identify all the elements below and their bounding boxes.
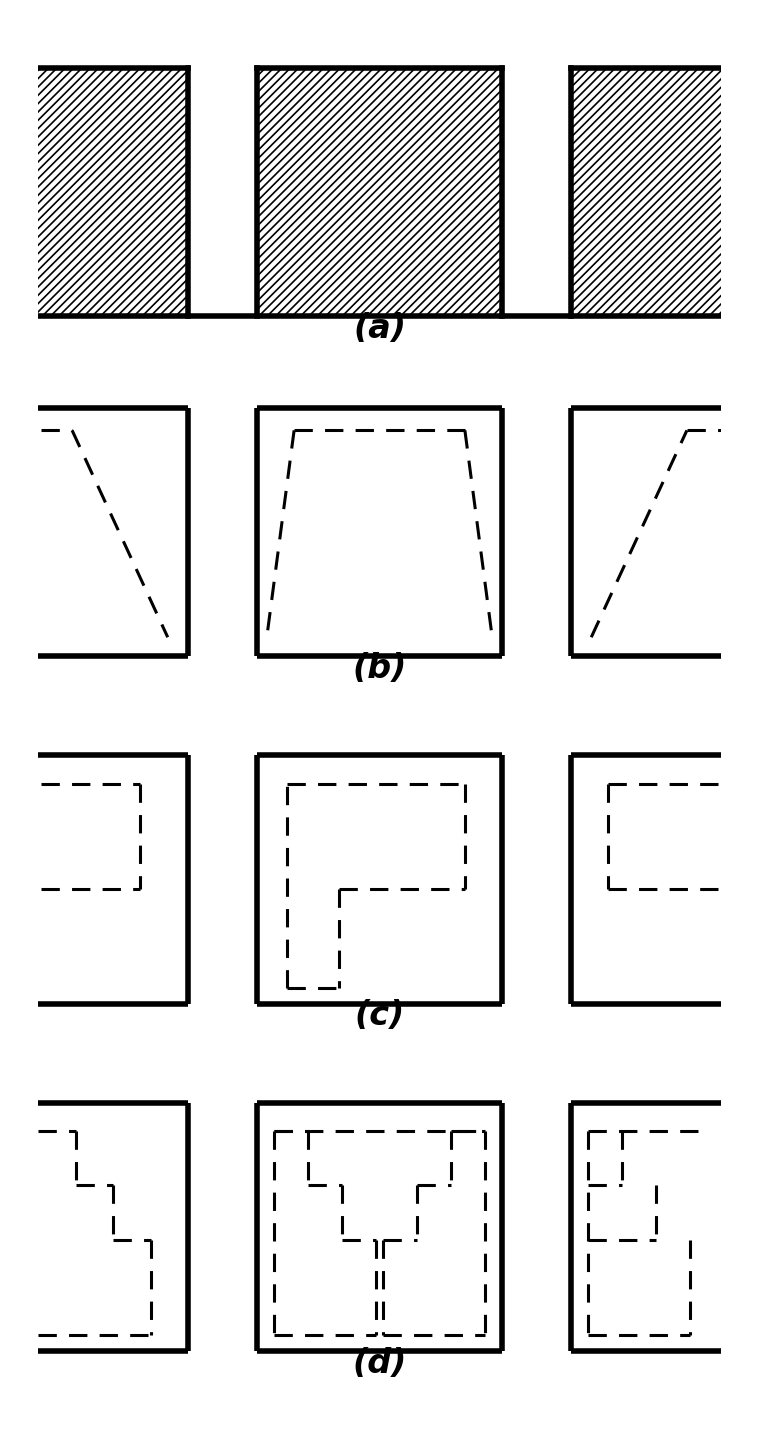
- Text: (b): (b): [352, 653, 407, 684]
- Text: (d): (d): [352, 1347, 407, 1379]
- Text: (a): (a): [353, 313, 406, 344]
- Bar: [257, 68, 502, 317]
- Text: (c): (c): [354, 1000, 405, 1032]
- Bar: [571, 68, 728, 317]
- Bar: [31, 68, 188, 317]
